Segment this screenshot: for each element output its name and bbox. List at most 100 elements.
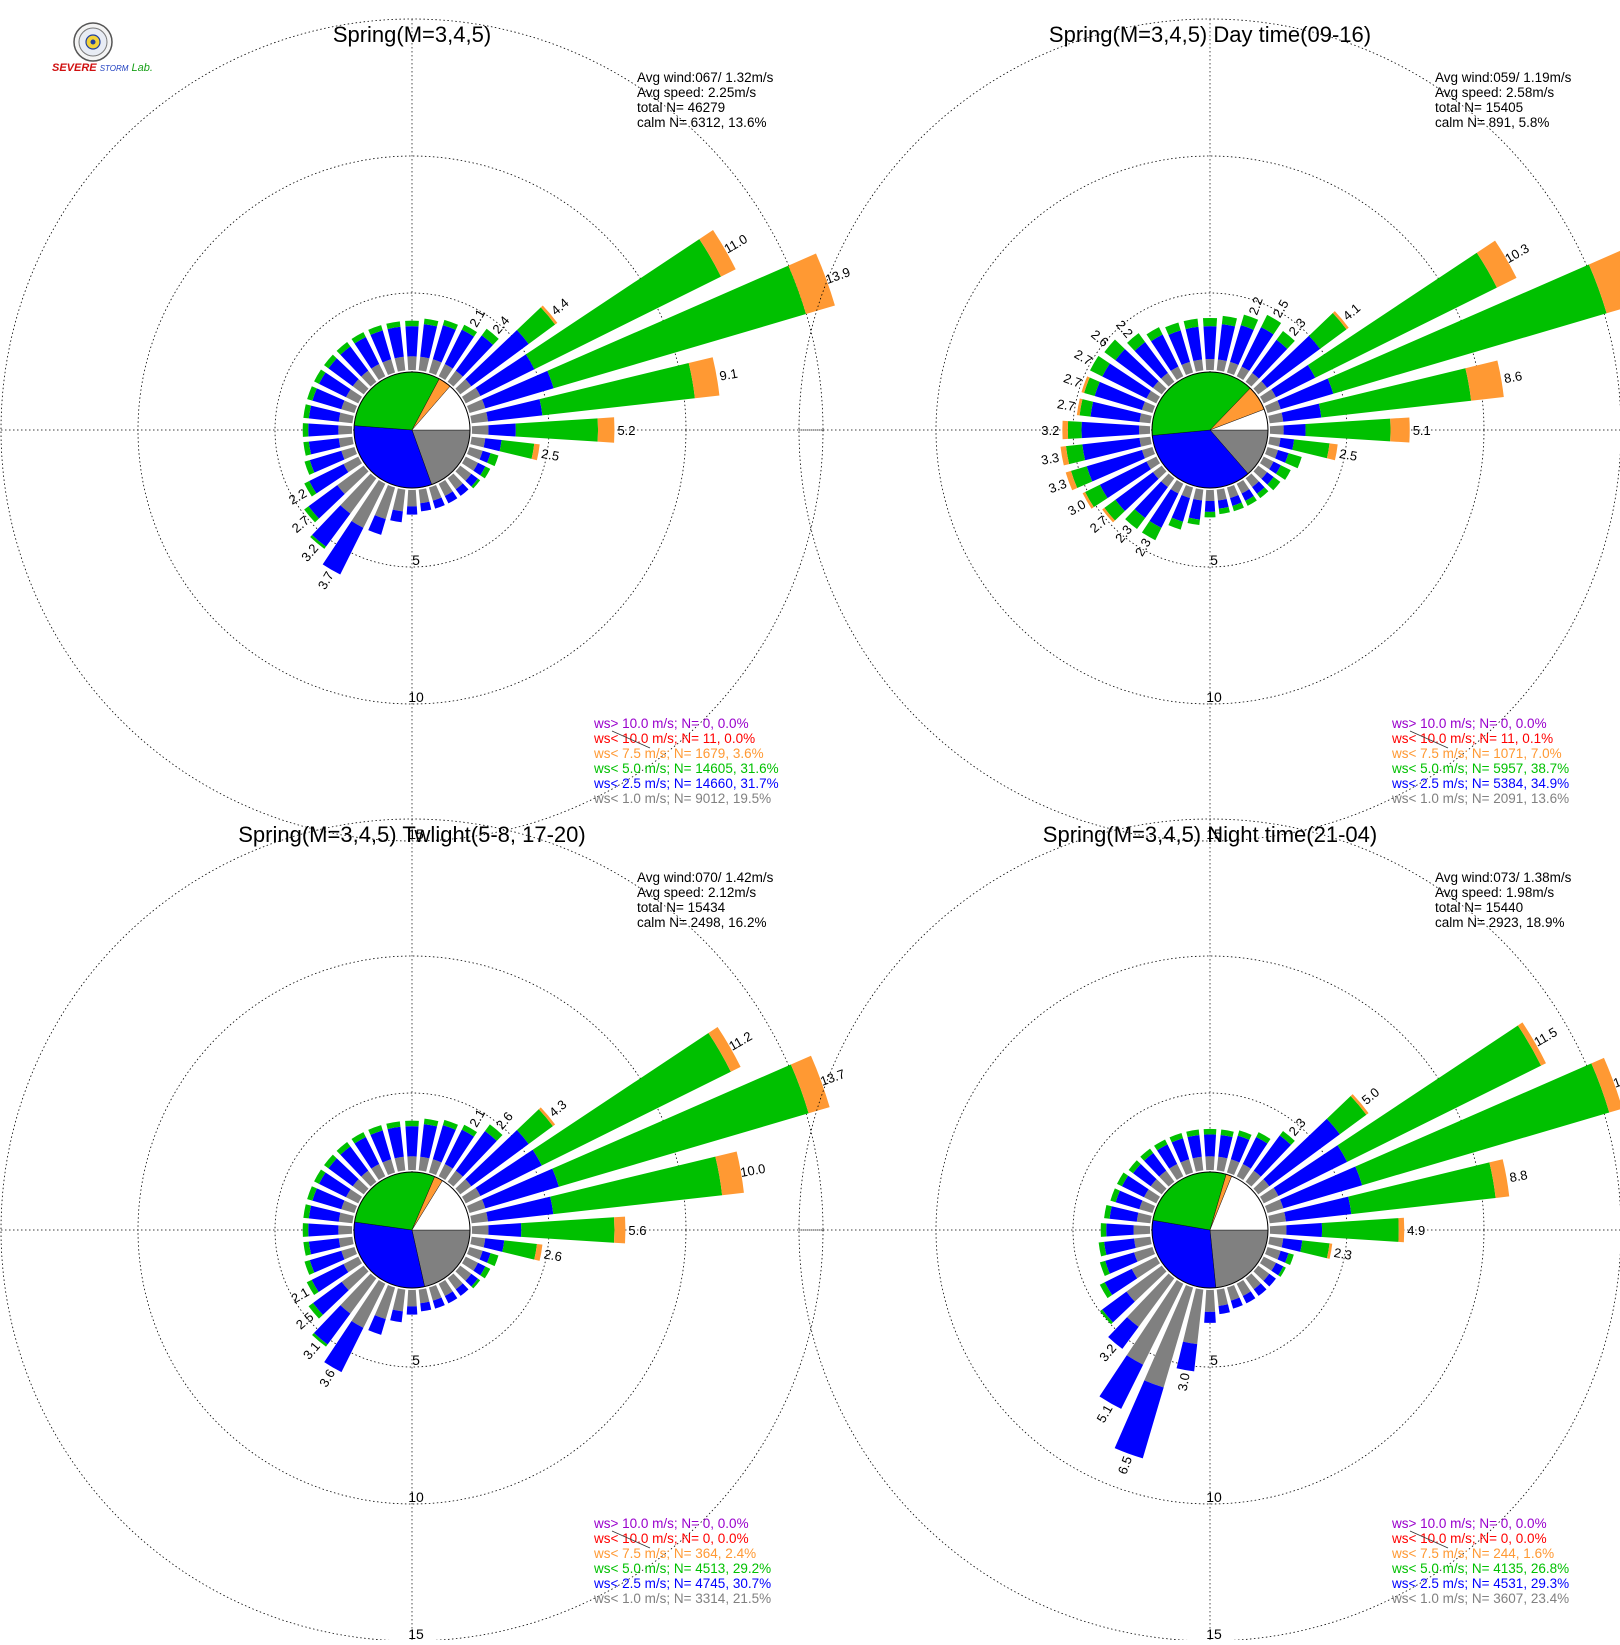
wind-bar-lt25: [420, 1301, 432, 1312]
bar-label: 2.7: [1062, 370, 1084, 390]
wind-bar-lt25: [1185, 326, 1203, 362]
wind-bar-lt5: [1099, 1260, 1110, 1276]
wind-bar-lt1: [447, 473, 463, 490]
wind-bar-lt25: [324, 1321, 364, 1373]
wind-bar-lt5: [1110, 1188, 1120, 1203]
wind-bar-lt1: [470, 412, 488, 424]
wind-bar-lt75: [1326, 1243, 1333, 1259]
wind-bar-lt25: [1241, 327, 1274, 371]
wind-bar-lt25: [1115, 472, 1159, 512]
wind-bar-lt25: [432, 1297, 445, 1309]
wind-bar-lt5: [1165, 322, 1181, 335]
wind-bar-lt5: [461, 324, 478, 337]
legend-entry: ws< 2.5 m/s; N= 4745, 30.7%: [593, 1576, 771, 1591]
logo-text-lab: Lab.: [131, 62, 153, 74]
wind-bar-lt1: [341, 1200, 358, 1214]
wind-bar-lt25: [1275, 450, 1289, 463]
wind-bar-lt25: [1241, 489, 1254, 501]
wind-bar-lt1: [374, 484, 396, 520]
wind-bar-lt1: [1205, 1156, 1215, 1171]
wind-bar-lt25: [1133, 1164, 1157, 1187]
wind-bar-lt5: [1127, 333, 1146, 351]
wind-rose-panel-3: Spring(M=3,4,5) Twlight(5-8, 17-20) 5 10 15…: [0, 818, 847, 1642]
wind-bar-lt5: [1309, 313, 1347, 349]
wind-bar-lt75: [1065, 470, 1078, 491]
wind-bar-lt1: [471, 425, 489, 435]
wind-bar-lt5: [351, 332, 366, 344]
wind-bar-lt1: [461, 387, 481, 404]
wind-bar-lt25: [1134, 481, 1168, 518]
severe-storm-lab-logo: SEVERE STORM Lab.: [52, 22, 153, 82]
wind-bar-lt5: [312, 1332, 328, 1347]
wind-bar-lt75: [1102, 507, 1115, 523]
stats-line: Avg wind:059/ 1.19m/s: [1435, 70, 1572, 85]
wind-bar-lt25: [318, 1172, 351, 1198]
legend-strike: [611, 730, 651, 749]
wind-bar-lt25: [420, 1124, 438, 1159]
wind-bar-lt1: [1144, 1284, 1194, 1388]
wind-bar-lt1: [1131, 1256, 1161, 1279]
wind-bar-lt75: [1082, 492, 1094, 509]
pie-slice-ws25: [1151, 1219, 1217, 1289]
wind-bar-lt5: [480, 1266, 491, 1279]
wind-bar-lt25: [1230, 1297, 1243, 1309]
wind-bar-lt25: [1109, 1206, 1139, 1222]
wind-bar-lt1: [1226, 484, 1239, 499]
wind-bar-lt1: [1127, 1273, 1175, 1327]
bar-label: 5.2: [617, 423, 635, 438]
wind-bar-lt1: [374, 1284, 396, 1320]
wind-bar-lt25: [1115, 348, 1159, 388]
bar-label: 2.5: [1270, 297, 1292, 320]
wind-bar-lt25: [368, 1315, 386, 1335]
lab-logo-text: SEVERE STORM Lab.: [52, 62, 153, 74]
wind-bar-lt25: [1108, 1317, 1139, 1349]
wind-bar-lt5: [442, 1119, 458, 1130]
wind-bar-lt25: [313, 1305, 351, 1345]
legend-entry: ws> 10.0 m/s; N= 0, 0.0%: [593, 716, 749, 731]
wind-bar-lt25: [465, 1273, 478, 1287]
wind-bar-lt1: [407, 1156, 417, 1171]
wind-bar-lt1: [1226, 1159, 1240, 1176]
ring-label: 15: [1206, 826, 1222, 842]
wind-bar-lt5: [525, 239, 721, 370]
wind-bar-lt5: [1276, 330, 1295, 349]
wind-bar-lt1: [1159, 1170, 1175, 1187]
wind-bar-lt1: [466, 399, 486, 414]
wind-bar-lt5: [307, 1186, 317, 1201]
wind-bar-lt75: [540, 305, 558, 325]
wind-bar-lt1: [1264, 1246, 1281, 1260]
bar-label: 8.8: [1508, 1167, 1528, 1185]
wind-bar-lt5: [521, 1217, 615, 1243]
wind-bar-lt1: [428, 359, 442, 376]
stats-line: calm N= 2498, 16.2%: [637, 915, 766, 930]
wind-bar-lt1: [1152, 381, 1167, 395]
wind-bar-lt25: [479, 450, 491, 463]
wind-bar-lt1: [345, 389, 363, 404]
wind-bar-lt1: [1139, 413, 1152, 424]
wind-bar-lt75: [1517, 1022, 1546, 1066]
wind-bar-lt1: [1253, 465, 1268, 479]
wind-bar-lt5: [1245, 495, 1257, 506]
wind-bar-lt5: [1067, 421, 1082, 439]
wind-bar-lt1: [341, 1265, 369, 1291]
wind-bar-lt1: [1181, 361, 1194, 376]
wind-bar-lt5: [516, 307, 556, 344]
bar-label: 3.2: [1041, 423, 1059, 438]
wind-bar-lt1: [1269, 425, 1284, 435]
wind-bar-lt5: [485, 1124, 503, 1141]
wind-bar-lt25: [444, 491, 458, 504]
wind-bar-lt25: [1149, 489, 1179, 528]
wind-bar-lt5: [423, 318, 439, 327]
wind-bar-lt75: [715, 1151, 744, 1196]
wind-bar-lt5: [487, 1253, 499, 1267]
bar-label: 2.5: [1338, 446, 1358, 464]
wind-bar-lt1: [351, 479, 386, 528]
wind-bar-lt1: [438, 1163, 453, 1181]
wind-bar-lt1: [466, 446, 483, 460]
wind-bar-lt25: [444, 1129, 475, 1169]
bar-label: 3.3: [1040, 450, 1060, 468]
legend-entry: ws< 7.5 m/s; N= 244, 1.6%: [1391, 1546, 1554, 1561]
wind-bar-lt75: [1350, 1094, 1369, 1115]
wind-bar-lt25: [1188, 498, 1203, 520]
pie-outline: [353, 1171, 471, 1289]
